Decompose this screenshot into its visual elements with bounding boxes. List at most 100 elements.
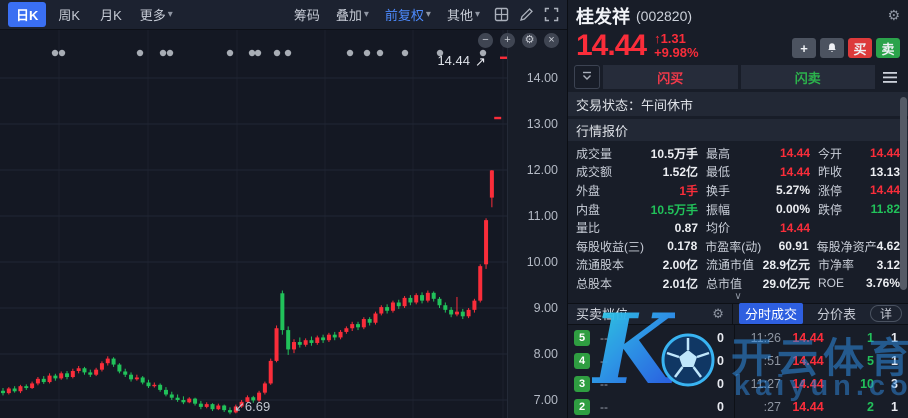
sell-button[interactable]: 卖 [876, 38, 900, 58]
panel-scrollbar-thumb[interactable] [900, 97, 907, 290]
quote-value: 0.00% [775, 202, 810, 217]
quote-value: 14.44 [779, 164, 810, 179]
event-dot[interactable] [226, 49, 234, 57]
candle [105, 356, 110, 366]
quote-row: 量比 0.87 均价 14.44 [576, 218, 900, 237]
event-dot[interactable] [58, 49, 66, 57]
candle [158, 383, 163, 392]
event-dot[interactable] [346, 49, 354, 57]
candle [326, 332, 331, 343]
event-dot[interactable] [436, 49, 444, 57]
quote-row: 成交额 1.52亿 最低 14.44 昨收 13.13 [576, 163, 900, 182]
candle [204, 402, 209, 409]
more-dropdown[interactable]: 更多 ▾ [134, 5, 179, 24]
detail-button[interactable]: 详 [869, 305, 902, 323]
chips-button[interactable]: 筹码 [293, 8, 320, 23]
panel-settings-gear-icon[interactable]: ⚙ [887, 7, 900, 23]
collapse-panel-button[interactable] [574, 65, 600, 89]
quote-value: 4.62 [876, 239, 900, 254]
quote-value: 3.76% [865, 276, 900, 291]
tab-time-sales[interactable]: 分时成交 [738, 303, 803, 325]
candle [315, 335, 320, 345]
event-dot[interactable] [273, 49, 281, 57]
zoom-in-button[interactable]: + [500, 33, 515, 48]
overlay-dropdown[interactable]: 叠加 ▾ [330, 5, 375, 24]
candle [117, 363, 122, 374]
event-dot[interactable] [284, 49, 292, 57]
time-sales-row: 11:27 14.44 10 3 [735, 373, 908, 396]
order-book-row[interactable]: 3 -- 0 [568, 373, 734, 396]
event-dot[interactable] [51, 49, 59, 57]
flash-sell-button[interactable]: 闪卖 [740, 65, 875, 89]
forward-adjust-dropdown[interactable]: 前复权 ▾ [379, 5, 437, 24]
event-dot[interactable] [479, 49, 487, 57]
flash-buy-button[interactable]: 闪买 [603, 65, 738, 89]
order-book-row[interactable]: 4 -- 0 [568, 350, 734, 373]
last-price-annotation: 14.44 [437, 53, 470, 68]
candlestick-chart-area[interactable]: − + ⚙ × 14.44 ↗ ↙6.69 14.00 13.00 12.00 11.00… [0, 30, 567, 418]
quote-label: 今开 [818, 146, 843, 161]
more-label: 更多 [139, 8, 166, 23]
quote-cell: 总股本 2.01亿 [576, 275, 698, 292]
level-price: -- [600, 400, 608, 415]
chevron-down-icon: ▾ [363, 9, 369, 20]
quote-value: 60.91 [778, 239, 809, 254]
order-book-settings-gear-icon[interactable]: ⚙ [712, 305, 724, 321]
close-chart-button[interactable]: × [544, 33, 559, 48]
others-dropdown[interactable]: 其他 ▾ [441, 5, 486, 24]
tab-monthly-k[interactable]: 月K [100, 8, 122, 23]
candlestick-plot[interactable]: 14.44 ↗ ↙6.69 [0, 30, 508, 418]
panel-menu-button[interactable] [878, 65, 902, 89]
candle [431, 291, 436, 302]
trade-volume: 2 [867, 400, 874, 415]
candle [268, 358, 273, 385]
event-dot[interactable] [159, 49, 167, 57]
quote-label: 总股本 [576, 276, 613, 291]
quote-label: 振幅 [706, 202, 731, 217]
buy-button[interactable]: 买 [848, 38, 872, 58]
add-to-watchlist-button[interactable]: + [792, 38, 816, 58]
price-axis[interactable]: 14.00 13.00 12.00 11.00 10.00 9.00 8.00 7.00 [507, 30, 567, 418]
candle [163, 387, 168, 397]
quote-label: 每股净资产 [816, 239, 877, 254]
event-dot[interactable] [254, 49, 262, 57]
candle [292, 339, 296, 354]
price-axis-tick: 13.00 [526, 117, 558, 131]
order-book-row[interactable]: 2 -- 0 [568, 396, 734, 418]
chevron-down-icon: ▾ [425, 9, 431, 20]
quote-value: 14.44 [779, 220, 810, 235]
event-dot[interactable] [363, 49, 371, 57]
event-dot[interactable] [248, 49, 256, 57]
chevron-down-icon: ▾ [474, 9, 480, 20]
event-dot[interactable] [401, 49, 409, 57]
event-dot[interactable] [136, 49, 144, 57]
fullscreen-icon[interactable] [544, 7, 559, 22]
price-axis-tick: 9.00 [533, 301, 558, 315]
tab-weekly-k[interactable]: 周K [58, 8, 81, 23]
zoom-out-button[interactable]: − [478, 33, 493, 48]
chart-settings-button[interactable]: ⚙ [522, 33, 537, 48]
candle [280, 290, 285, 335]
tab-daily-k[interactable]: 日K [8, 2, 47, 27]
draw-pencil-icon[interactable] [519, 7, 534, 22]
quote-value: 1.52亿 [662, 165, 698, 180]
level-volume: 0 [717, 377, 724, 392]
action-buttons: + 买 卖 [792, 38, 900, 62]
tab-price-table[interactable]: 分价表 [816, 307, 856, 323]
order-book-row[interactable]: 5 -- 0 [568, 327, 734, 350]
level-badge: 2 [574, 399, 590, 416]
layout-grid-icon[interactable] [494, 7, 509, 22]
chart-zoom-controls: − + ⚙ × [478, 33, 559, 48]
time-sales-row: 11:26 14.44 1 1 [735, 327, 908, 350]
candle [379, 305, 384, 316]
candle [47, 373, 52, 384]
candle [35, 377, 40, 386]
expand-collapse-chevron[interactable]: ∨ [734, 290, 742, 302]
event-dot[interactable] [166, 49, 174, 57]
alert-bell-button[interactable] [820, 38, 844, 58]
quote-value: 1手 [679, 183, 698, 198]
candle [484, 218, 489, 269]
event-dot[interactable] [376, 49, 384, 57]
candle [30, 381, 35, 389]
